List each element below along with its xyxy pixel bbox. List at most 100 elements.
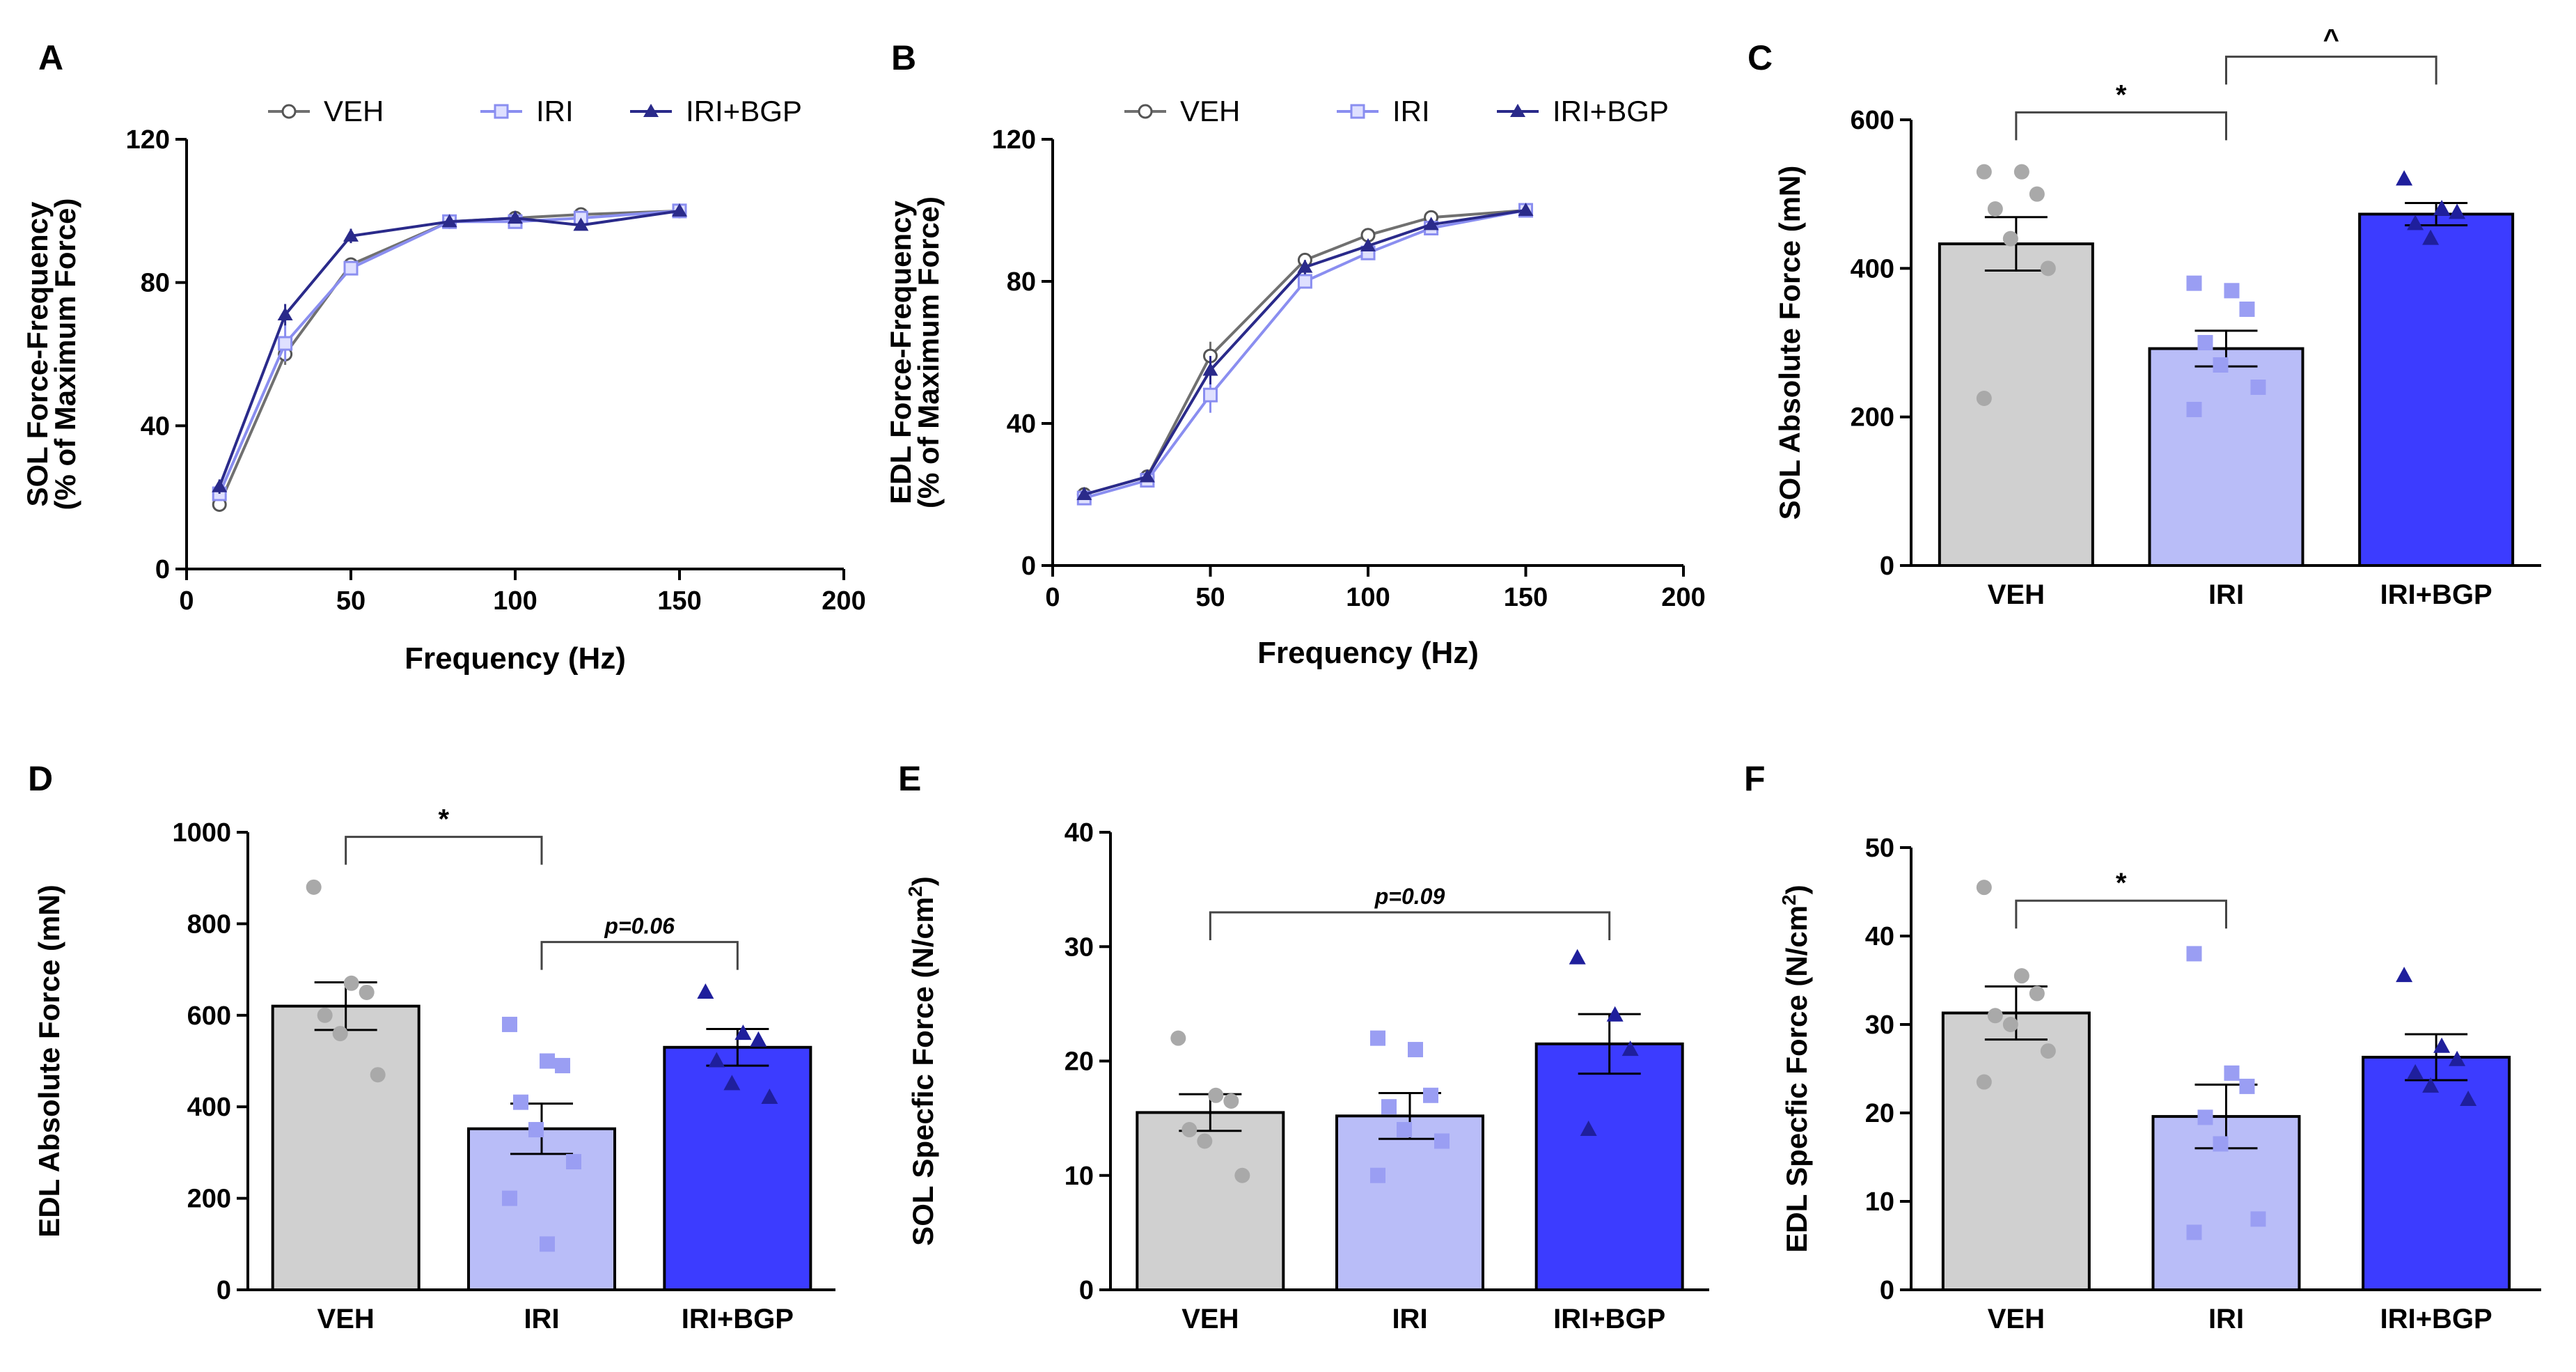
data-point bbox=[1208, 1087, 1224, 1103]
data-point bbox=[1976, 391, 1992, 406]
data-point bbox=[277, 306, 293, 320]
data-point bbox=[343, 260, 359, 276]
y-axis-label: EDL Specfic Force (N/cm2) bbox=[1778, 884, 1813, 1252]
y-tick-label: 40 bbox=[1065, 818, 1094, 848]
legend-label: IRI+BGP bbox=[686, 95, 802, 127]
data-point bbox=[1987, 1008, 2003, 1024]
bar-iri-bgp bbox=[2362, 1055, 2511, 1291]
data-point bbox=[2407, 215, 2424, 231]
y-tick-label: 30 bbox=[1065, 933, 1094, 962]
data-point bbox=[1297, 259, 1313, 273]
panel-e: E 0 10 20 30 40 VEH IRI IRI+BGP SOL Specfic Force… bbox=[898, 759, 1709, 1334]
bar-iri bbox=[467, 1127, 616, 1291]
data-point bbox=[2396, 170, 2413, 186]
y-tick-label: 0 bbox=[1880, 1276, 1894, 1305]
data-point bbox=[508, 210, 523, 224]
bar-veh bbox=[271, 1004, 421, 1292]
bar-iri bbox=[1335, 1114, 1484, 1291]
data-point bbox=[1203, 387, 1218, 403]
legend-label: VEH bbox=[324, 95, 384, 127]
y-tick-label: 40 bbox=[141, 412, 170, 441]
legend-label: IRI bbox=[536, 95, 574, 127]
y-tick-label: 0 bbox=[217, 1276, 231, 1305]
data-point bbox=[2460, 1090, 2477, 1106]
y-tick-label: 0 bbox=[1079, 1276, 1094, 1305]
legend-marker bbox=[643, 104, 659, 117]
data-point bbox=[2213, 357, 2229, 373]
data-point bbox=[1076, 487, 1092, 500]
significance-bracket bbox=[2225, 55, 2437, 85]
x-category-label: IRI+BGP bbox=[2380, 579, 2492, 610]
data-point bbox=[2197, 1109, 2213, 1125]
y-tick-label: 120 bbox=[992, 125, 1036, 155]
significance-label: * bbox=[439, 804, 450, 835]
y-tick-label: 400 bbox=[187, 1093, 231, 1122]
data-point bbox=[1139, 469, 1155, 483]
x-category-label: IRI+BGP bbox=[1553, 1304, 1665, 1334]
data-point bbox=[2002, 231, 2018, 247]
y-tick-label: 80 bbox=[1007, 267, 1036, 297]
data-point bbox=[2040, 1043, 2056, 1059]
significance-label: p=0.06 bbox=[604, 914, 675, 939]
data-point bbox=[555, 1058, 570, 1074]
data-point bbox=[1976, 1074, 1992, 1090]
bar-iri-bgp bbox=[663, 1045, 812, 1292]
data-point bbox=[1397, 1122, 1412, 1138]
x-tick-label: 50 bbox=[1195, 583, 1225, 612]
data-point bbox=[540, 1053, 555, 1069]
data-point bbox=[212, 478, 228, 492]
significance-bracket bbox=[540, 941, 739, 970]
data-point bbox=[2186, 946, 2202, 962]
x-tick-label: 150 bbox=[657, 586, 701, 616]
data-point bbox=[2422, 1077, 2440, 1093]
data-point bbox=[540, 1236, 555, 1252]
y-tick-label: 30 bbox=[1865, 1011, 1894, 1040]
y-tick-label: 600 bbox=[1851, 106, 1894, 135]
data-point bbox=[513, 1094, 528, 1110]
data-point bbox=[1234, 1167, 1250, 1183]
y-tick-label: 10 bbox=[1865, 1187, 1894, 1217]
y-tick-label: 200 bbox=[1851, 403, 1894, 432]
data-point bbox=[1170, 1030, 1186, 1046]
data-point bbox=[528, 1122, 544, 1138]
y-axis-label-close: ) bbox=[1780, 884, 1813, 894]
significance-label: * bbox=[2116, 868, 2127, 898]
data-point bbox=[1360, 238, 1376, 251]
data-point bbox=[2186, 275, 2202, 291]
legend-label: VEH bbox=[1180, 95, 1240, 127]
panel-letter-C: C bbox=[1748, 38, 1773, 77]
y-tick-label: 0 bbox=[155, 555, 170, 584]
y-axis-label-text: SOL Absolute Force (mN) bbox=[1773, 166, 1806, 520]
y-tick-label: 200 bbox=[187, 1185, 231, 1214]
legend-label: IRI bbox=[1392, 95, 1430, 127]
data-point bbox=[2013, 164, 2029, 180]
data-point bbox=[278, 336, 293, 351]
data-point bbox=[735, 1024, 752, 1040]
bar-iri bbox=[2148, 347, 2304, 567]
data-point bbox=[1297, 274, 1312, 289]
data-point bbox=[2433, 1037, 2451, 1053]
data-point bbox=[343, 975, 359, 991]
data-point bbox=[1181, 1122, 1197, 1138]
y-axis-label-2: (% of Maximum Force) bbox=[49, 198, 81, 510]
significance-label: * bbox=[2116, 79, 2127, 110]
x-category-label: VEH bbox=[1181, 1304, 1239, 1334]
y-tick-label: 800 bbox=[187, 910, 231, 939]
data-point bbox=[1976, 164, 1992, 180]
data-point bbox=[2224, 1065, 2240, 1081]
y-axis-label-2: (% of Maximum Force) bbox=[912, 196, 945, 508]
data-point bbox=[317, 1007, 333, 1023]
data-point bbox=[1423, 1087, 1438, 1103]
data-point bbox=[1621, 1040, 1639, 1057]
data-point bbox=[750, 1031, 767, 1047]
legend-marker bbox=[494, 104, 509, 119]
y-tick-label: 400 bbox=[1851, 254, 1894, 283]
bar-iri-bgp bbox=[2358, 212, 2515, 567]
y-axis-label-sup: 2 bbox=[904, 886, 926, 897]
x-tick-label: 0 bbox=[179, 586, 194, 616]
panel-a: A 0 40 80 120 0 50 100 150 200 Frequency (Hz) SOL F… bbox=[21, 38, 866, 676]
data-point bbox=[2197, 335, 2213, 350]
y-tick-label: 80 bbox=[141, 269, 170, 298]
significance-bracket bbox=[2015, 899, 2227, 929]
bar-veh bbox=[1938, 242, 2094, 567]
